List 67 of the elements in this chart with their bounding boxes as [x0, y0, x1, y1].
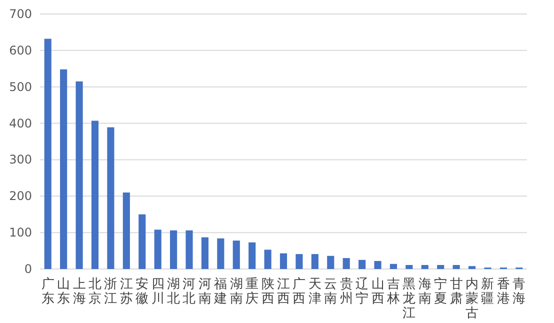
x-tick-label: 宁夏 — [434, 276, 448, 306]
x-tick-label: 河南 — [198, 277, 212, 306]
x-tick-label: 河北 — [182, 277, 196, 306]
x-tick-label: 吉林 — [386, 277, 400, 306]
y-tick-label: 700 — [9, 7, 32, 21]
y-tick-label: 0 — [24, 262, 32, 276]
x-tick-label: 广东 — [41, 277, 54, 306]
bar — [358, 260, 366, 269]
bar — [201, 237, 208, 269]
bar — [342, 258, 350, 269]
bar — [264, 250, 272, 269]
bar — [91, 120, 99, 269]
x-tick-label: 黑龙江 — [402, 277, 416, 321]
bar — [217, 238, 224, 269]
bar — [170, 230, 178, 269]
x-tick-label: 上海 — [72, 277, 86, 306]
x-tick-label: 安徽 — [136, 276, 149, 306]
x-tick-label: 陕西 — [261, 277, 274, 306]
y-tick-label: 100 — [9, 226, 32, 240]
bar — [122, 192, 130, 269]
x-tick-label: 浙江 — [104, 277, 118, 306]
x-tick-label: 青海 — [512, 277, 526, 306]
x-tick-label: 湖南 — [230, 277, 243, 306]
x-tick-label: 重庆 — [246, 277, 259, 306]
bar — [468, 266, 476, 269]
x-tick-label: 湖北 — [167, 277, 180, 306]
x-tick-label: 广西 — [292, 277, 306, 306]
x-tick-label: 江西 — [277, 277, 290, 306]
bar — [374, 260, 382, 269]
x-tick-label: 贵州 — [340, 277, 353, 306]
bar — [154, 230, 162, 269]
bar — [107, 127, 114, 269]
y-tick-label: 200 — [9, 189, 32, 204]
bar — [44, 38, 52, 269]
y-tick-label: 500 — [9, 80, 32, 94]
bar — [186, 230, 193, 269]
y-tick-label: 600 — [9, 43, 32, 58]
x-tick-label: 江苏 — [120, 277, 133, 306]
bar — [390, 264, 397, 269]
bar — [138, 214, 146, 269]
x-tick-label: 新疆 — [481, 277, 494, 306]
bar — [327, 256, 334, 269]
bar — [60, 69, 68, 269]
bar — [248, 242, 256, 269]
bar — [280, 253, 288, 269]
bar — [232, 240, 240, 269]
x-tick-label: 辽宁 — [356, 277, 369, 306]
bar — [406, 264, 413, 269]
x-tick-label: 山东 — [57, 277, 70, 306]
x-tick-label: 山西 — [371, 277, 384, 306]
x-tick-label: 甘肃 — [450, 277, 463, 306]
x-tick-label: 海南 — [418, 277, 432, 306]
y-tick-label: 400 — [9, 116, 32, 130]
bar — [311, 254, 318, 269]
x-tick-label: 内蒙古 — [466, 277, 479, 321]
bar — [296, 254, 303, 269]
bar — [452, 264, 460, 269]
bar — [437, 264, 444, 269]
x-tick-label: 云南 — [324, 277, 338, 306]
bar — [76, 81, 83, 269]
x-tick-label: 香港 — [496, 277, 510, 306]
x-tick-label: 北京 — [88, 277, 102, 306]
y-tick-label: 300 — [9, 152, 32, 167]
x-tick-label: 福建 — [213, 277, 228, 306]
x-tick-label: 四川 — [151, 277, 164, 306]
bar — [421, 264, 428, 269]
x-tick-label: 天津 — [308, 277, 322, 306]
